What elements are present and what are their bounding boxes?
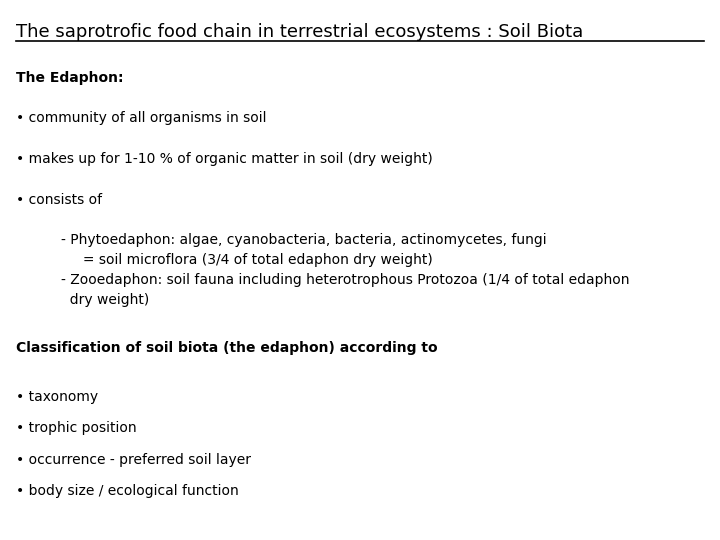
Text: The saprotrofic food chain in terrestrial ecosystems : Soil Biota: The saprotrofic food chain in terrestria…	[16, 23, 583, 41]
Text: • body size / ecological function: • body size / ecological function	[16, 484, 238, 498]
Text: - Phytoedaphon: algae, cyanobacteria, bacteria, actinomycetes, fungi
     = soil: - Phytoedaphon: algae, cyanobacteria, ba…	[61, 233, 630, 307]
Text: • makes up for 1-10 % of organic matter in soil (dry weight): • makes up for 1-10 % of organic matter …	[16, 152, 433, 166]
Text: • trophic position: • trophic position	[16, 421, 137, 435]
Text: Classification of soil biota (the edaphon) according to: Classification of soil biota (the edapho…	[16, 341, 438, 355]
Text: • consists of: • consists of	[16, 193, 102, 207]
Text: • community of all organisms in soil: • community of all organisms in soil	[16, 111, 266, 125]
Text: The Edaphon:: The Edaphon:	[16, 71, 123, 85]
Text: • taxonomy: • taxonomy	[16, 390, 98, 404]
Text: • occurrence - preferred soil layer: • occurrence - preferred soil layer	[16, 453, 251, 467]
